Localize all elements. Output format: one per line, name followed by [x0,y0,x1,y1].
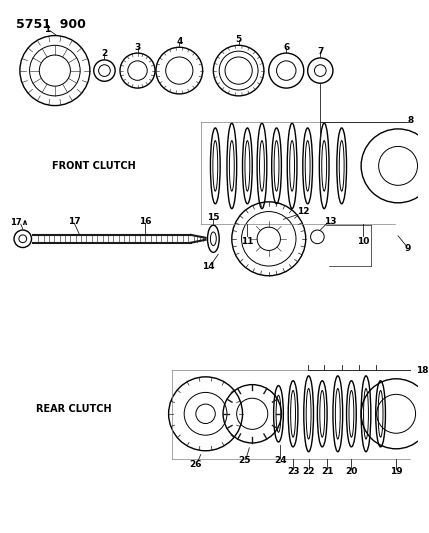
Text: 1: 1 [44,25,50,34]
Text: 5: 5 [236,35,242,44]
Text: 4: 4 [176,37,182,46]
Text: 18: 18 [416,366,428,375]
Text: 13: 13 [324,217,336,226]
Text: 6: 6 [283,43,290,52]
Text: REAR CLUTCH: REAR CLUTCH [36,404,112,414]
Text: 12: 12 [296,207,309,216]
Text: 14: 14 [202,262,215,271]
Text: 3: 3 [134,43,141,52]
Text: 21: 21 [321,467,333,475]
Text: 22: 22 [302,467,315,475]
Text: 24: 24 [274,456,287,465]
Text: 19: 19 [390,467,402,475]
Text: 20: 20 [345,467,358,475]
Text: 7: 7 [317,47,323,55]
Text: 11: 11 [241,237,254,246]
Text: 23: 23 [287,467,299,475]
Text: 17: 17 [68,217,81,226]
Text: 9: 9 [405,244,411,253]
Text: 5751  900: 5751 900 [16,18,86,31]
Text: 16: 16 [139,217,151,226]
Text: 25: 25 [238,456,251,465]
Text: 17∧: 17∧ [10,218,28,227]
Text: 2: 2 [101,49,108,58]
Text: FRONT CLUTCH: FRONT CLUTCH [52,161,136,171]
Text: 26: 26 [190,460,202,469]
Text: 10: 10 [357,237,369,246]
Text: 15: 15 [207,213,220,222]
Text: 8: 8 [408,116,414,125]
